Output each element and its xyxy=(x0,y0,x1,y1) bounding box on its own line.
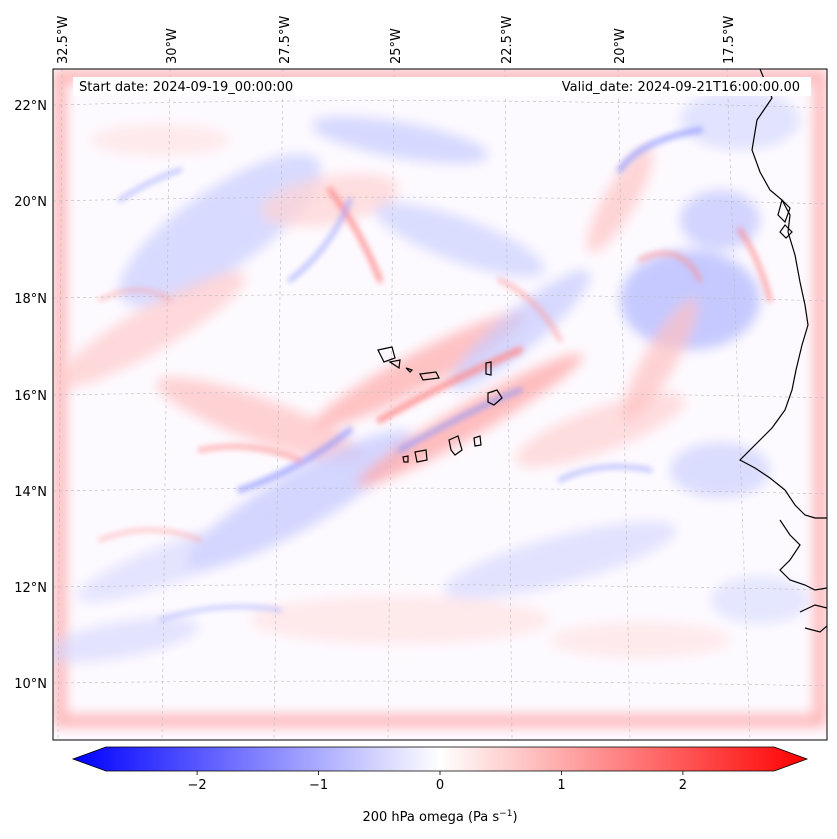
colorbar: −2 −1 0 1 2 200 hPa omega (Pa s−1) xyxy=(71,746,809,825)
lat-label-14n: 14°N xyxy=(14,485,47,500)
start-date-label: Start date: 2024-09-19_00:00:00 xyxy=(79,80,293,95)
colorbar-label-end: ) xyxy=(512,810,517,825)
colorbar-label-exponent: −1 xyxy=(499,809,512,819)
colorbar-ticks: −2 −1 0 1 2 xyxy=(188,771,687,793)
lat-label-22n: 22°N xyxy=(14,99,47,114)
coastline xyxy=(739,69,827,633)
lat-label-16n: 16°N xyxy=(14,389,47,404)
boundary-zone xyxy=(54,70,826,727)
lon-label-30w: 30°W xyxy=(165,28,180,64)
valid-date-label: Valid_date: 2024-09-21T16:00:00.00 xyxy=(562,80,800,95)
lat-label-12n: 12°N xyxy=(14,581,47,596)
lat-label-18n: 18°N xyxy=(14,292,47,307)
lon-label-20w: 20°W xyxy=(613,28,628,64)
colorbar-tick-label: 0 xyxy=(436,778,444,793)
latitude-labels: 22°N 20°N 18°N 16°N 14°N 12°N 10°N xyxy=(14,99,47,692)
lon-label-32-5w: 32.5°W xyxy=(56,16,71,64)
colorbar-label: 200 hPa omega (Pa s−1) xyxy=(362,809,517,825)
colorbar-label-main: 200 hPa omega (Pa s xyxy=(362,810,499,825)
cape-verde-islands xyxy=(377,346,503,463)
lon-label-27-5w: 27.5°W xyxy=(278,16,293,64)
lon-label-25w: 25°W xyxy=(389,28,404,64)
graticule xyxy=(53,69,827,740)
lon-label-17-5w: 17.5°W xyxy=(722,16,737,64)
colorbar-tick-label: 1 xyxy=(557,778,565,793)
lon-label-22-5w: 22.5°W xyxy=(500,16,515,64)
colorbar-tick-label: 2 xyxy=(679,778,687,793)
map-panel xyxy=(52,68,828,741)
omega-streaks xyxy=(98,127,773,622)
longitude-labels: 32.5°W 30°W 27.5°W 25°W 22.5°W 20°W 17.5… xyxy=(56,16,737,64)
colorbar-tick-label: −1 xyxy=(309,778,328,793)
lat-label-20n: 20°N xyxy=(14,195,47,210)
omega-field xyxy=(53,69,827,740)
date-banner: Start date: 2024-09-19_00:00:00 Valid_da… xyxy=(73,77,811,96)
colorbar-tick-label: −2 xyxy=(188,778,207,793)
omega-shading xyxy=(53,90,810,663)
lat-label-10n: 10°N xyxy=(14,677,47,692)
african-coast xyxy=(739,69,827,519)
colorbar-bar xyxy=(71,746,809,772)
